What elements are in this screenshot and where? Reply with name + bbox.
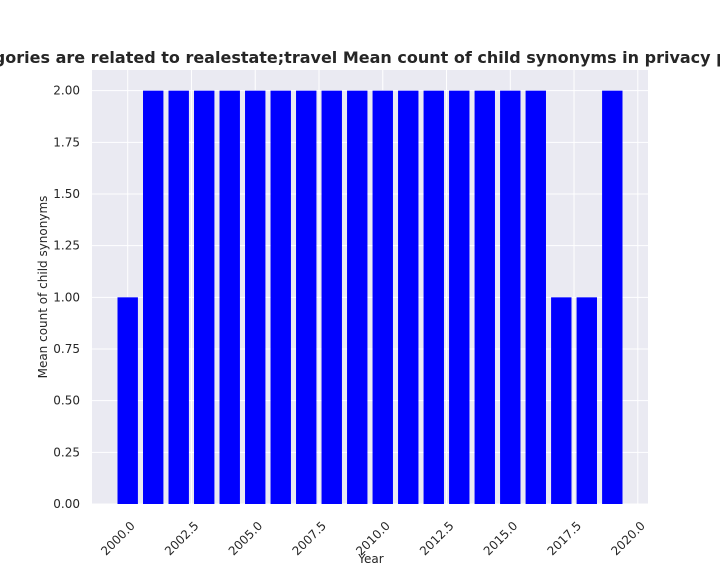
x-tick-label: 2002.5 xyxy=(162,519,202,559)
bar-2006 xyxy=(270,90,291,505)
y-tick-label: 0.00 xyxy=(53,497,80,511)
bar-2013 xyxy=(449,90,470,505)
y-tick-label: 1.25 xyxy=(53,239,80,253)
bar-2011 xyxy=(398,90,419,505)
y-tick-label: 0.50 xyxy=(53,394,80,408)
bar-2012 xyxy=(423,90,444,505)
x-tick-label: 2012.5 xyxy=(417,519,457,559)
y-tick-label: 2.00 xyxy=(53,84,80,98)
bar-2009 xyxy=(347,90,368,505)
x-tick-label: 2017.5 xyxy=(545,519,585,559)
bar-2000 xyxy=(117,297,138,504)
y-tick-labels: 0.00 0.25 0.50 0.75 1.00 1.25 1.50 1.75 2.00 xyxy=(53,84,80,511)
bar-2017 xyxy=(551,297,572,504)
bar-2016 xyxy=(525,90,546,505)
bar-2014 xyxy=(474,90,495,505)
bar-2019 xyxy=(602,90,623,505)
bar-2003 xyxy=(194,90,215,505)
chart-title: n categories are related to realestate;t… xyxy=(0,48,720,67)
y-tick-label: 1.75 xyxy=(53,135,80,149)
y-tick-label: 0.25 xyxy=(53,445,80,459)
bar-2008 xyxy=(321,90,342,505)
bar-2015 xyxy=(500,90,521,505)
x-tick-label: 2005.0 xyxy=(226,519,266,559)
x-tick-label: 2020.0 xyxy=(608,519,648,559)
x-axis-label: Year xyxy=(357,552,383,566)
bar-2010 xyxy=(372,90,393,505)
y-tick-label: 1.50 xyxy=(53,187,80,201)
y-tick-label: 0.75 xyxy=(53,342,80,356)
x-tick-label: 2015.0 xyxy=(481,519,521,559)
bars xyxy=(117,90,623,505)
bar-2018 xyxy=(576,297,597,504)
bar-2002 xyxy=(168,90,189,505)
bar-2005 xyxy=(245,90,266,505)
bar-2001 xyxy=(143,90,164,505)
bar-2007 xyxy=(296,90,317,505)
bar-2004 xyxy=(219,90,240,505)
x-tick-label: 2007.5 xyxy=(289,519,329,559)
x-tick-label: 2000.0 xyxy=(98,519,138,559)
y-axis-label: Mean count of child synonyms xyxy=(36,196,50,379)
y-tick-label: 1.00 xyxy=(53,290,80,304)
